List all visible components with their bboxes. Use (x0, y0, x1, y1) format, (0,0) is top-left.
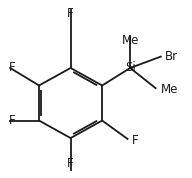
Text: F: F (67, 157, 74, 170)
Text: Me: Me (122, 34, 139, 47)
Text: Me: Me (161, 83, 178, 96)
Text: Si: Si (125, 61, 136, 74)
Text: F: F (8, 114, 15, 127)
Text: F: F (67, 7, 74, 20)
Text: F: F (132, 134, 139, 147)
Text: Br: Br (165, 50, 178, 63)
Text: F: F (8, 61, 15, 74)
